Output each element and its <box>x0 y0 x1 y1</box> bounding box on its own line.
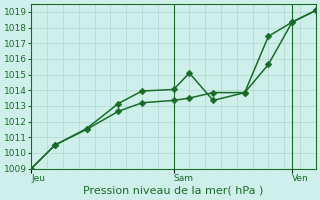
X-axis label: Pression niveau de la mer( hPa ): Pression niveau de la mer( hPa ) <box>84 186 264 196</box>
